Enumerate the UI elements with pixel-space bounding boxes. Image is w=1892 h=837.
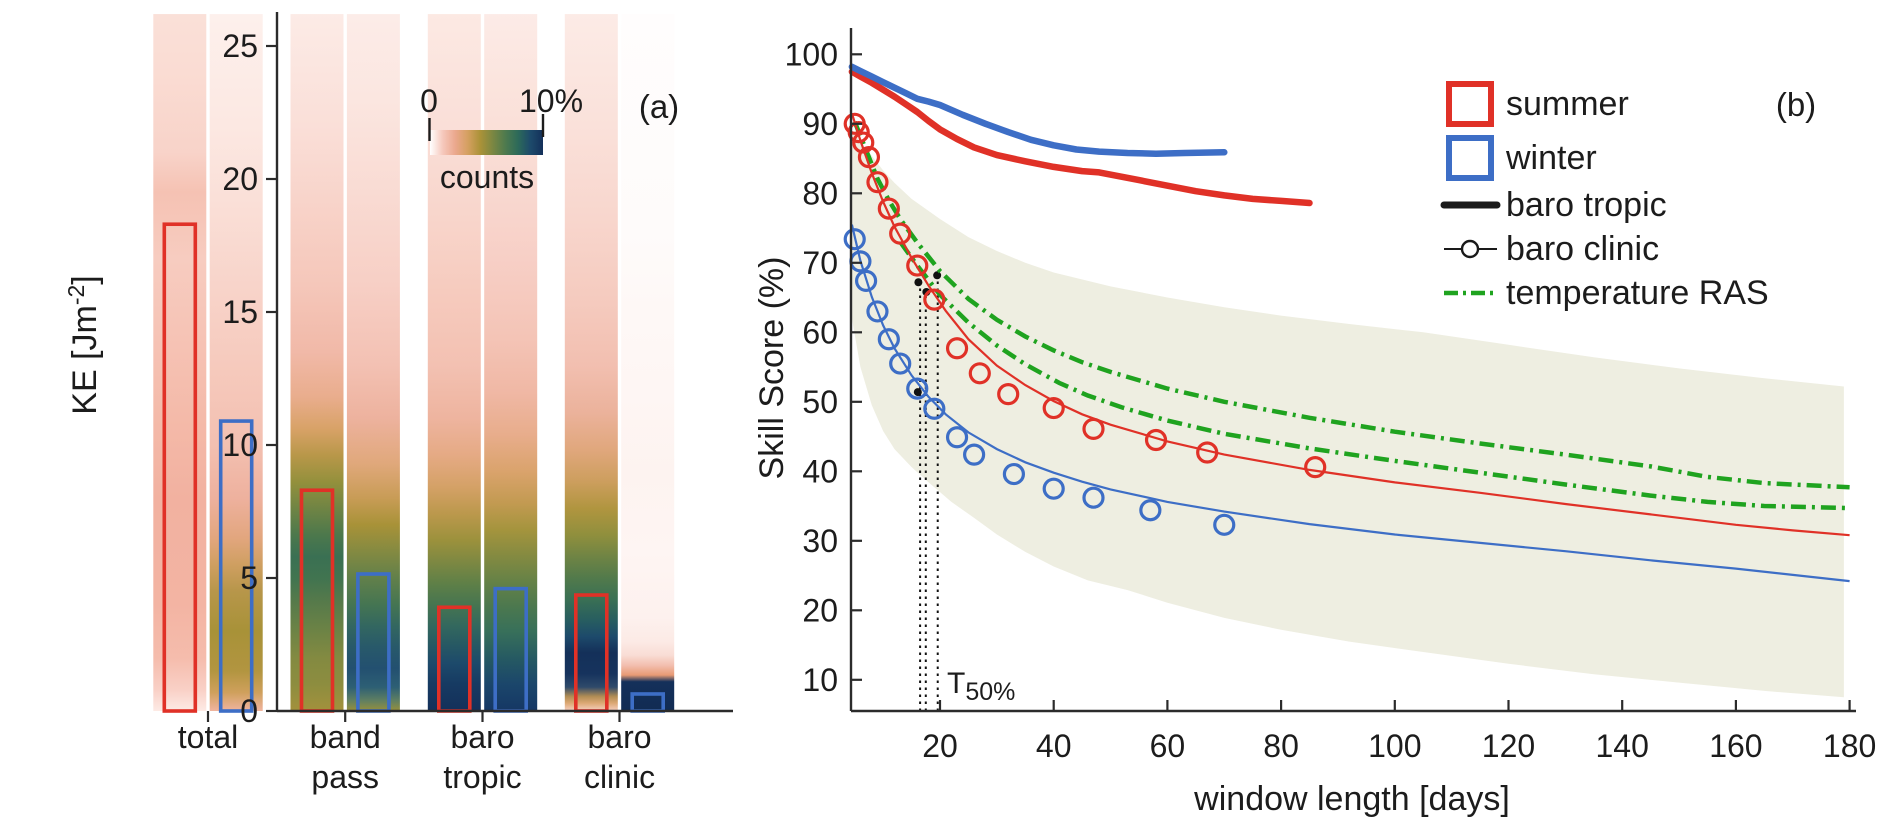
panel-b-xlabel: window length [days] — [1193, 780, 1510, 818]
legend-item-baro-clinic: baro clinic — [1444, 230, 1659, 268]
svg-text:100: 100 — [1368, 728, 1421, 764]
baro-clinic-winter-points — [843, 228, 1236, 536]
svg-text:0: 0 — [420, 83, 438, 119]
svg-text:20: 20 — [802, 592, 838, 628]
legend-item-summer: summer — [1446, 81, 1629, 127]
svg-text:30: 30 — [802, 523, 838, 559]
t50-markers: T50% — [913, 271, 1015, 711]
heatmap-column-total-summer — [153, 14, 207, 711]
baro-clinic-summer-points — [843, 112, 1327, 479]
svg-text:baro: baro — [450, 719, 514, 755]
t50-annotation: T50% — [947, 667, 1015, 706]
legend-summer-square-icon — [1446, 81, 1494, 127]
svg-text:180: 180 — [1823, 728, 1876, 764]
panel-a-label: (a) — [639, 88, 679, 125]
heatmap-column-band-pass-winter — [346, 14, 400, 711]
ke-box-summer-0 — [162, 222, 198, 713]
colorbar-legend: 0 10% counts (a) — [420, 83, 679, 195]
heatmap-column-baro-clinic-winter — [621, 14, 675, 711]
svg-text:clinic: clinic — [584, 759, 655, 795]
svg-text:baro clinic: baro clinic — [1506, 230, 1659, 268]
svg-text:total: total — [178, 719, 238, 755]
svg-text:140: 140 — [1596, 728, 1649, 764]
panel-b-label: (b) — [1776, 86, 1816, 123]
svg-text:summer: summer — [1506, 85, 1629, 123]
panel-b-ylabel: Skill Score (%) — [753, 257, 791, 480]
baro-tropic-summer-line — [848, 68, 1313, 207]
svg-text:5: 5 — [240, 560, 258, 596]
svg-text:temperature RAS: temperature RAS — [1506, 274, 1769, 312]
colorbar-gradient — [430, 130, 543, 155]
svg-text:tropic: tropic — [443, 759, 521, 795]
ke-box-winter-0 — [218, 419, 254, 713]
legend-item-winter: winter — [1446, 135, 1597, 181]
svg-text:90: 90 — [802, 106, 838, 142]
panel-b-axes: 10 20 30 40 50 60 70 80 90 100 20 40 60 80 100 120 140 16… — [753, 28, 1876, 818]
heatmap-columns — [153, 14, 675, 711]
svg-text:160: 160 — [1709, 728, 1762, 764]
heatmap-column-band-pass-summer — [290, 14, 344, 711]
svg-text:baro tropic: baro tropic — [1506, 186, 1667, 224]
svg-text:10%: 10% — [519, 83, 583, 119]
svg-text:80: 80 — [802, 175, 838, 211]
svg-text:80: 80 — [1263, 728, 1299, 764]
svg-text:0: 0 — [240, 693, 258, 729]
svg-text:20: 20 — [222, 161, 258, 197]
baro-tropic-winter-line — [848, 63, 1228, 157]
panel-a-ylabel: KE [Jm-2] — [63, 275, 104, 414]
panel-a-axes: 0 5 10 15 20 25 total band pass baro tropic baro cli… — [63, 12, 733, 795]
svg-text:baro: baro — [587, 719, 651, 755]
baro-clinic-winter-fit-line — [850, 224, 1850, 583]
uncertainty-band — [851, 130, 1844, 698]
svg-text:winter: winter — [1505, 139, 1597, 177]
mean-ke-boxes — [162, 222, 666, 713]
svg-text:60: 60 — [1150, 728, 1186, 764]
legend-item-temperature-RAS: temperature RAS — [1444, 274, 1769, 312]
svg-text:20: 20 — [922, 728, 958, 764]
svg-text:40: 40 — [802, 453, 838, 489]
svg-text:70: 70 — [802, 245, 838, 281]
legend-winter-square-icon — [1446, 135, 1494, 181]
svg-text:counts: counts — [440, 159, 534, 195]
svg-text:100: 100 — [785, 36, 838, 72]
baro-clinic-summer-fit-line — [850, 113, 1850, 537]
svg-text:25: 25 — [222, 28, 258, 64]
svg-text:10: 10 — [802, 662, 838, 698]
svg-text:band: band — [310, 719, 381, 755]
svg-text:15: 15 — [222, 294, 258, 330]
svg-text:120: 120 — [1482, 728, 1535, 764]
svg-text:40: 40 — [1036, 728, 1072, 764]
svg-text:50: 50 — [802, 384, 838, 420]
legend: summer winter baro tropic baro clinic temper… — [1440, 81, 1816, 312]
svg-text:10: 10 — [222, 427, 258, 463]
heatmap-column-total-winter — [209, 14, 263, 711]
svg-text:60: 60 — [802, 314, 838, 350]
temperature-ras-winter-line — [898, 240, 1850, 511]
svg-text:pass: pass — [311, 759, 379, 795]
legend-item-baro-tropic: baro tropic — [1440, 186, 1667, 224]
